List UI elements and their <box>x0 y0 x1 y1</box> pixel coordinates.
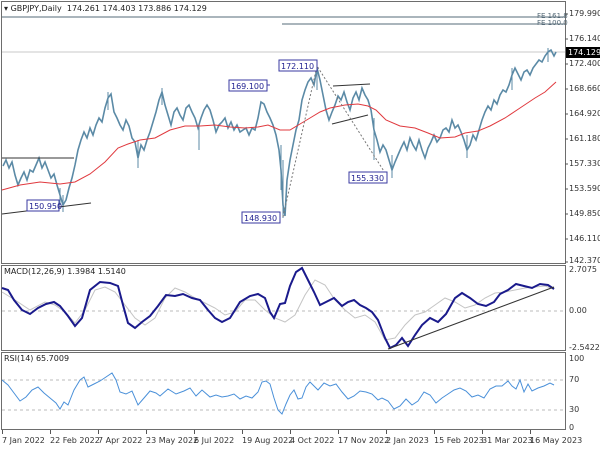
rsi-line <box>1 372 555 415</box>
rsi-axis-label: 100 <box>569 354 585 363</box>
rsi-title: RSI(14) 65.7009 <box>4 354 70 363</box>
date-tick <box>194 430 195 434</box>
date-label: 2 Jan 2023 <box>386 436 429 445</box>
price-axis-label: 146.110 <box>569 234 600 243</box>
date-label: 7 Apr 2022 <box>98 436 143 445</box>
price-pane[interactable] <box>1 1 566 264</box>
rsi-axis-label: 30 <box>569 405 580 414</box>
price-axis-label: 153.590 <box>569 184 600 193</box>
price-bar-ticks <box>59 48 549 218</box>
price-axis-label: 157.330 <box>569 159 600 168</box>
price-axis-label: 168.660 <box>569 84 600 93</box>
current-price-badge: 174.129 <box>566 47 600 58</box>
macd-axis-label: 0.00 <box>569 306 587 315</box>
macd-axis-label: 2.7075 <box>569 265 597 274</box>
collapse-triangle-icon[interactable]: ▾ <box>4 4 9 13</box>
price-axis-label: 164.920 <box>569 109 600 118</box>
price-axis-label: 149.850 <box>569 209 600 218</box>
date-label: 7 Jan 2022 <box>2 436 45 445</box>
ohlc-values: 174.261 174.403 173.886 174.129 <box>66 4 207 13</box>
price-axis-label: 172.400 <box>569 59 600 68</box>
date-tick <box>146 430 147 434</box>
price-bars <box>2 48 557 217</box>
moving-average-line <box>1 81 557 191</box>
rsi-pane[interactable] <box>1 352 566 430</box>
date-label: 6 Jul 2022 <box>194 436 235 445</box>
date-tick <box>242 430 243 434</box>
chart-title: ▾ GBPJPY,Daily 174.261 174.403 173.886 1… <box>4 4 207 13</box>
date-tick <box>434 430 435 434</box>
price-axis-label: 179.990 <box>569 9 600 18</box>
trendlines <box>1 83 371 215</box>
price-axis-ticks <box>565 13 568 263</box>
fe-161-label: FE 161.8 <box>537 12 568 20</box>
symbol-label: GBPJPY,Daily <box>10 4 62 13</box>
date-tick <box>482 430 483 434</box>
date-label: 31 Mar 2023 <box>482 436 533 445</box>
price-axis-label: 176.140 <box>569 34 600 43</box>
date-label: 22 Feb 2022 <box>50 436 100 445</box>
macd-pane[interactable] <box>1 265 566 351</box>
date-label: 17 Nov 2022 <box>338 436 390 445</box>
fe-100-label: FE 100.0 <box>537 19 568 27</box>
annotation-172110: 172.110 <box>281 62 314 71</box>
annotation-169100: 169.100 <box>231 82 264 91</box>
date-tick <box>386 430 387 434</box>
macd-title: MACD(12,26,9) 1.3984 1.5140 <box>4 267 126 276</box>
date-label: 15 Feb 2023 <box>434 436 484 445</box>
date-label: 16 May 2023 <box>530 436 583 445</box>
price-axis-label: 142.370 <box>569 256 600 265</box>
macd-axis-label: -2.5422 <box>569 343 600 352</box>
macd-main-line <box>1 266 555 350</box>
date-tick <box>290 430 291 434</box>
date-tick <box>98 430 99 434</box>
rsi-axis-label: 0 <box>569 423 575 432</box>
annotation-155330: 155.330 <box>351 174 384 183</box>
annotation-148930: 148.930 <box>244 214 277 223</box>
annotation-150950: 150.950 <box>29 202 62 211</box>
rsi-axis-label: 70 <box>569 375 580 384</box>
date-tick <box>2 430 3 434</box>
zigzag-dashed <box>282 64 388 218</box>
macd-trendline <box>387 286 555 350</box>
date-label: 23 May 2022 <box>146 436 199 445</box>
date-label: 4 Oct 2022 <box>290 436 335 445</box>
date-tick <box>50 430 51 434</box>
date-tick <box>530 430 531 434</box>
date-tick <box>338 430 339 434</box>
date-label: 19 Aug 2022 <box>242 436 294 445</box>
macd-signal-line <box>1 279 555 341</box>
price-annotations: 169.100 172.110 150.950 148.930 155.330 <box>26 59 388 224</box>
price-axis-label: 161.180 <box>569 134 600 143</box>
